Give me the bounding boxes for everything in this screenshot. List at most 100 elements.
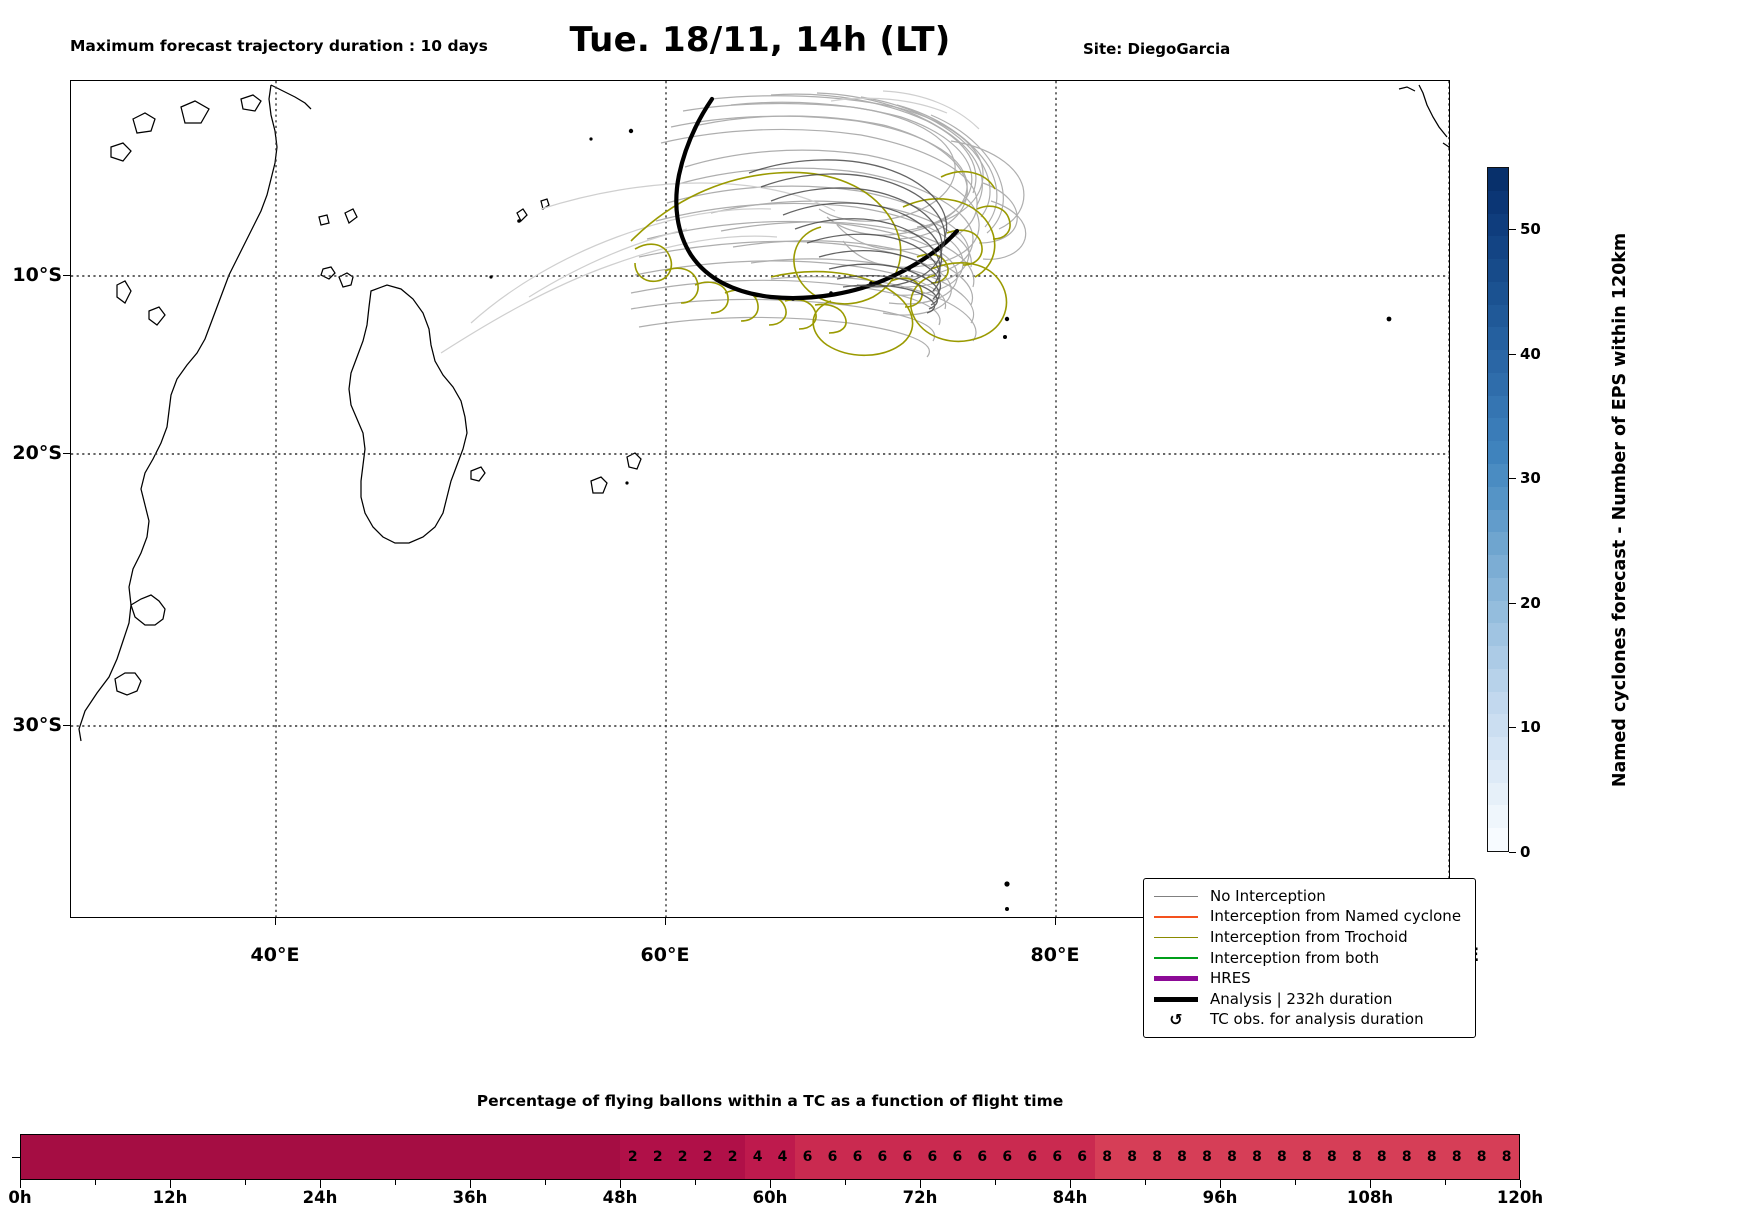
percentage-bar-cell[interactable] [170, 1135, 196, 1179]
percentage-bar-cell[interactable] [570, 1135, 596, 1179]
percentage-bar-cell[interactable] [445, 1135, 471, 1179]
percentage-bar-cell[interactable]: 6 [795, 1135, 820, 1179]
percentage-bar-cell[interactable] [345, 1135, 371, 1179]
percentage-bar-cell[interactable] [595, 1135, 621, 1179]
percentage-bar-cell[interactable]: 6 [844, 1135, 870, 1179]
percentage-bar-cell[interactable] [545, 1135, 571, 1179]
percentage-bar-cell[interactable] [95, 1135, 121, 1179]
legend-item-trochoid[interactable]: Interception from Trochoid [1153, 927, 1466, 948]
colorbar-tick-mark [1509, 727, 1516, 729]
tc-observation-markers [489, 128, 1392, 911]
percentage-bar-cell[interactable] [21, 1135, 46, 1179]
percentage-bar-cell[interactable]: 6 [1069, 1135, 1095, 1179]
percentage-bar-cell[interactable] [220, 1135, 246, 1179]
lat-tick-mark-20s [63, 453, 70, 454]
percentage-bar-cell[interactable] [70, 1135, 96, 1179]
percentage-bar-cell[interactable] [495, 1135, 521, 1179]
percentage-bar-cell[interactable]: 8 [1094, 1135, 1120, 1179]
percentage-bar-cell[interactable]: 8 [1419, 1135, 1445, 1179]
latitude-gridlines [71, 275, 1449, 727]
legend-item-both[interactable]: Interception from both [1153, 948, 1466, 969]
colorbar-segment [1488, 418, 1508, 442]
colorbar-segment [1488, 304, 1508, 328]
map-canvas [71, 81, 1449, 917]
percentage-bar-cell[interactable] [45, 1135, 71, 1179]
percentage-bar-cell[interactable]: 8 [1369, 1135, 1395, 1179]
percentage-bar-cell[interactable]: 8 [1319, 1135, 1345, 1179]
percentage-bar-tick-mark [920, 1180, 921, 1188]
colorbar[interactable]: 0 10 20 30 40 50 Named cyclones forecast - Nu… [1487, 167, 1752, 861]
percentage-bar-cell[interactable] [520, 1135, 546, 1179]
percentage-bar-cell[interactable]: 8 [1144, 1135, 1170, 1179]
percentage-bar-cell[interactable] [145, 1135, 171, 1179]
percentage-bar-cell[interactable] [420, 1135, 446, 1179]
legend-line-swatch-olive [1153, 936, 1199, 939]
percentage-bar-tick-label: 120h [1496, 1188, 1544, 1207]
percentage-bar-cell[interactable]: 2 [645, 1135, 671, 1179]
percentage-bar-cell[interactable]: 8 [1294, 1135, 1320, 1179]
colorbar-segment [1488, 190, 1508, 214]
percentage-bar-cell[interactable]: 2 [695, 1135, 721, 1179]
percentage-bar-cell[interactable]: 8 [1344, 1135, 1370, 1179]
percentage-bar-cell[interactable] [245, 1135, 271, 1179]
percentage-bar-cell[interactable]: 2 [620, 1135, 646, 1179]
percentage-bar-title: Percentage of flying ballons within a TC… [476, 1092, 1064, 1110]
percentage-bar-cell[interactable]: 8 [1469, 1135, 1495, 1179]
percentage-bar-minor-tick [845, 1180, 846, 1185]
percentage-bar-cell[interactable] [195, 1135, 221, 1179]
percentage-bar-tick-label: 24h [302, 1188, 338, 1207]
percentage-bar-cell[interactable]: 2 [670, 1135, 696, 1179]
percentage-bar-cell[interactable]: 6 [1019, 1135, 1045, 1179]
colorbar-tick-mark [1509, 852, 1516, 853]
percentage-bar-cell[interactable]: 8 [1219, 1135, 1245, 1179]
lat-tick-label-20s: 20°S [12, 442, 62, 464]
percentage-bar-cell[interactable] [370, 1135, 396, 1179]
percentage-bar-tick-label: 60h [752, 1188, 788, 1207]
legend-line-swatch-grey [1153, 895, 1199, 898]
percentage-bar-cell[interactable]: 8 [1119, 1135, 1145, 1179]
colorbar-segment [1488, 395, 1508, 419]
legend-item-tc-obs[interactable]: ↺ TC obs. for analysis duration [1153, 1010, 1466, 1031]
colorbar-segment [1488, 555, 1508, 578]
colorbar-segment [1488, 577, 1508, 601]
percentage-bar-cell[interactable]: 4 [770, 1135, 796, 1179]
legend-line-swatch-green [1153, 957, 1199, 959]
percentage-bar-cell[interactable]: 6 [919, 1135, 945, 1179]
legend-item-hres[interactable]: HRES [1153, 968, 1466, 989]
lat-tick-mark-10s [63, 275, 70, 276]
colorbar-segment [1488, 372, 1508, 396]
percentage-bar-cell[interactable]: 6 [994, 1135, 1020, 1179]
legend-item-analysis[interactable]: Analysis | 232h duration [1153, 989, 1466, 1010]
percentage-bar-cell[interactable]: 6 [1044, 1135, 1070, 1179]
percentage-bar-cell[interactable]: 8 [1394, 1135, 1420, 1179]
percentage-bar-cell[interactable] [295, 1135, 321, 1179]
percentage-bar-cell[interactable]: 6 [944, 1135, 970, 1179]
percentage-bar-cell[interactable]: 2 [720, 1135, 746, 1179]
percentage-bar-cell[interactable]: 6 [869, 1135, 895, 1179]
percentage-bar-cell[interactable]: 8 [1194, 1135, 1220, 1179]
percentage-bar-cell[interactable]: 8 [1494, 1135, 1520, 1179]
percentage-bar-cell[interactable]: 8 [1169, 1135, 1195, 1179]
legend-label-hres: HRES [1210, 969, 1251, 988]
percentage-bar-cell[interactable]: 8 [1244, 1135, 1270, 1179]
percentage-bar-cell[interactable] [270, 1135, 296, 1179]
percentage-bar-cell[interactable]: 8 [1269, 1135, 1295, 1179]
map-legend[interactable]: No Interception Interception from Named … [1143, 878, 1476, 1039]
colorbar-title-text: Named cyclones forecast - Number of EPS … [1610, 232, 1630, 787]
percentage-bar-cell[interactable]: 6 [969, 1135, 995, 1179]
legend-item-named-cyclone[interactable]: Interception from Named cyclone [1153, 907, 1466, 928]
percentage-bar-cell[interactable]: 6 [820, 1135, 845, 1179]
colorbar-tick-label: 50 [1520, 220, 1541, 239]
lon-tick-label-60e: 60°E [640, 944, 690, 966]
percentage-bar-cell[interactable]: 8 [1444, 1135, 1470, 1179]
percentage-bar-cell[interactable]: 6 [894, 1135, 920, 1179]
percentage-bar-cell[interactable] [120, 1135, 146, 1179]
percentage-bar-cell[interactable] [320, 1135, 346, 1179]
percentage-bar-cell[interactable] [470, 1135, 496, 1179]
map-plot-area[interactable] [70, 80, 1450, 918]
percentage-bar-cell[interactable]: 4 [745, 1135, 771, 1179]
percentage-bar-tick-mark [1220, 1180, 1221, 1188]
percentage-bar-cell[interactable] [395, 1135, 421, 1179]
legend-item-no-interception[interactable]: No Interception [1153, 886, 1466, 907]
